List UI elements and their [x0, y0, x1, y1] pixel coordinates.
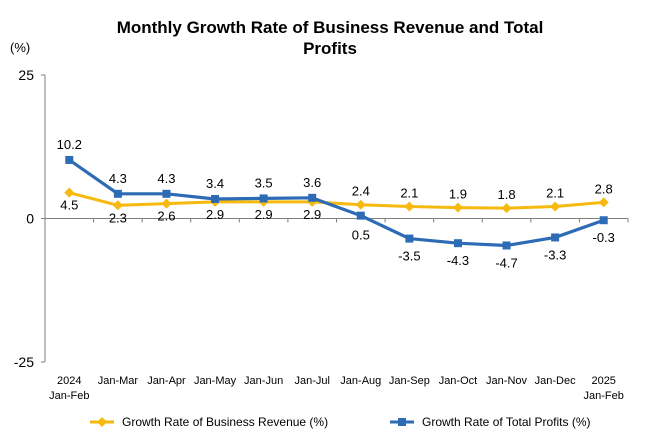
x-tick-label: Jan-Oct [439, 375, 478, 387]
legend-label: Growth Rate of Business Revenue (%) [122, 415, 328, 429]
x-tick-label: Jan-Mar [98, 375, 139, 387]
profit-point [113, 189, 122, 198]
series-group [64, 155, 609, 250]
profit-data-label: 10.2 [57, 137, 82, 152]
x-tick-label: Jan-Dec [535, 375, 576, 387]
profit-data-label: -0.3 [593, 230, 615, 245]
profit-point [551, 233, 560, 242]
profit-data-label: -3.5 [398, 249, 420, 264]
profit-point [356, 211, 365, 220]
x-tick-label: Jan-May [194, 375, 237, 387]
axes: (%) 25 0 -25 2024 Jan-Feb Jan-Mar Jan-Apr Jan-Ma… [10, 40, 629, 402]
profit-data-label: 3.5 [255, 175, 273, 190]
revenue-data-label: 2.9 [303, 207, 321, 222]
profit-point [453, 239, 462, 248]
revenue-data-label: 2.8 [595, 181, 613, 196]
revenue-point [404, 201, 415, 212]
revenue-point [64, 187, 75, 198]
x-tick-label: Jan-Jun [244, 375, 283, 387]
x-tick-label: 2025 [591, 375, 615, 387]
profit-data-label: -4.7 [495, 255, 517, 270]
x-tick-label: Jan-Sep [389, 375, 430, 387]
x-tick-label: 2024 [57, 375, 81, 387]
profit-data-label: 4.3 [109, 171, 127, 186]
x-tick-label: Jan-Nov [486, 375, 527, 387]
profit-data-label: -3.3 [544, 247, 566, 262]
series-line [68, 191, 604, 210]
legend: Growth Rate of Business Revenue (%) Growt… [90, 415, 591, 429]
revenue-point [501, 203, 512, 214]
profit-data-label: 3.6 [303, 175, 321, 190]
y-tick-label: 0 [26, 211, 34, 227]
revenue-data-label: 1.9 [449, 187, 467, 202]
x-tick-label: Jan-Apr [147, 375, 186, 387]
profit-point [502, 241, 511, 250]
profit-point [599, 216, 608, 225]
profit-data-label: -4.3 [447, 253, 469, 268]
revenue-data-label: 2.9 [206, 207, 224, 222]
legend-marker [97, 417, 107, 427]
x-tick-label: Jan-Aug [340, 375, 381, 387]
profit-point [405, 234, 414, 243]
revenue-point [550, 201, 561, 212]
revenue-data-label: 2.9 [255, 207, 273, 222]
profit-point [211, 194, 220, 203]
chart-title-line: Monthly Growth Rate of Business Revenue … [117, 18, 544, 37]
x-tick-label: Jan-Feb [49, 390, 89, 402]
profit-data-label: 0.5 [352, 228, 370, 243]
chart-title-line: Profits [303, 39, 357, 58]
revenue-point [452, 202, 463, 213]
revenue-point [355, 199, 366, 210]
chart-title: Monthly Growth Rate of Business Revenue … [117, 18, 544, 58]
legend-label: Growth Rate of Total Profits (%) [422, 415, 591, 429]
series-line [68, 158, 605, 248]
profit-point [308, 193, 317, 202]
profit-data-label: 4.3 [157, 171, 175, 186]
revenue-data-label: 2.4 [352, 184, 370, 199]
revenue-data-label: 2.3 [109, 210, 127, 225]
profit-point [162, 189, 171, 198]
revenue-data-label: 4.5 [60, 198, 78, 213]
revenue-point [161, 198, 172, 209]
profit-point [259, 194, 268, 203]
revenue-data-label: 2.1 [546, 185, 564, 200]
revenue-point [112, 200, 123, 211]
revenue-data-label: 2.6 [157, 209, 175, 224]
y-axis-unit-label: (%) [10, 40, 30, 55]
x-tick-label: Jan-Feb [584, 390, 624, 402]
y-tick-label: -25 [14, 354, 34, 370]
legend-marker [398, 418, 406, 426]
x-tick-label: Jan-Jul [294, 375, 329, 387]
y-tick-label: 25 [18, 67, 34, 83]
data-labels: 4.5 2.3 2.6 2.9 2.9 2.9 2.4 2.1 1.9 1.8 2.1 2.8 10.2… [57, 137, 615, 271]
revenue-point [598, 197, 609, 208]
revenue-data-label: 2.1 [400, 185, 418, 200]
profit-data-label: 3.4 [206, 176, 224, 191]
profit-point [65, 155, 74, 164]
revenue-data-label: 1.8 [498, 187, 516, 202]
